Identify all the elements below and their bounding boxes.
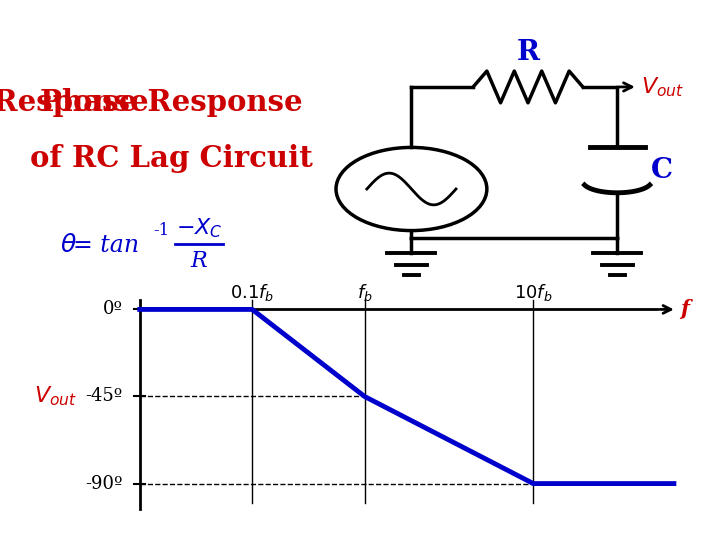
Text: $-X_C$: $-X_C$	[176, 217, 222, 240]
Text: f: f	[680, 299, 690, 320]
Text: = tan: = tan	[73, 234, 140, 257]
Text: -90º: -90º	[86, 475, 123, 492]
Text: R: R	[191, 250, 207, 272]
Text: R: R	[516, 39, 539, 66]
Text: $V_{out}$: $V_{out}$	[641, 75, 684, 99]
Text: $10f_b$: $10f_b$	[514, 282, 553, 302]
Text: -1: -1	[153, 222, 169, 239]
Text: $V_{out}$: $V_{out}$	[34, 384, 77, 408]
Text: of RC Lag Circuit: of RC Lag Circuit	[30, 144, 313, 173]
Text: Phase Response: Phase Response	[0, 87, 148, 117]
Text: -45º: -45º	[86, 388, 123, 406]
Text: $0.1f_b$: $0.1f_b$	[230, 282, 274, 302]
Text: $f_b$: $f_b$	[356, 282, 372, 302]
Text: Phase Response: Phase Response	[40, 87, 302, 117]
Text: $\theta$: $\theta$	[60, 234, 77, 257]
Text: C: C	[651, 157, 672, 184]
Text: 0º: 0º	[103, 300, 123, 319]
